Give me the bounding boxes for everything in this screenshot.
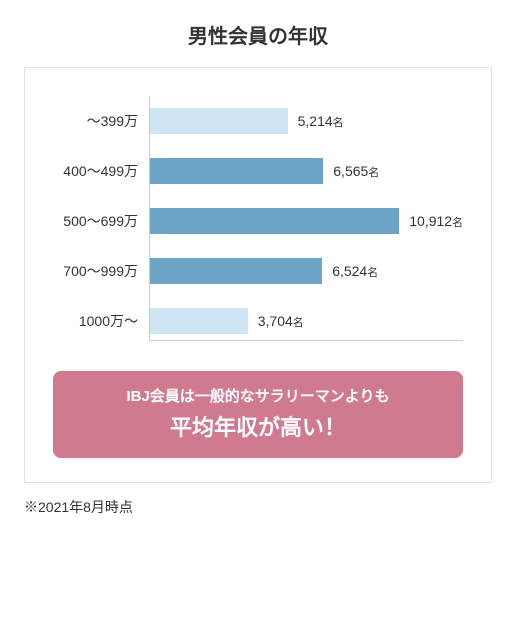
callout-line1: IBJ会員は一般的なサラリーマンよりも	[63, 385, 453, 406]
bar	[150, 258, 322, 284]
bar-label: 700〜999万	[54, 261, 150, 281]
bar-label: 〜399万	[54, 111, 150, 131]
income-bar-chart: 〜399万5,214名 400〜499万6,565名 500〜699万10,912名…	[149, 96, 463, 341]
bar-label: 500〜699万	[54, 211, 150, 231]
bar-row: 700〜999万6,524名	[150, 258, 463, 284]
bar-value: 5,214名	[298, 113, 344, 130]
bar-value: 10,912名	[409, 213, 463, 230]
callout-line2: 平均年収が高い！	[63, 410, 453, 442]
bar-value: 6,524名	[332, 263, 378, 280]
bar-value: 6,565名	[333, 163, 379, 180]
bar	[150, 158, 323, 184]
bar	[150, 108, 288, 134]
bar-row: 400〜499万6,565名	[150, 158, 463, 184]
bar-label: 1000万〜	[54, 311, 150, 331]
page-title: 男性会員の年収	[24, 20, 492, 49]
bar	[150, 208, 399, 234]
bar-row: 500〜699万10,912名	[150, 208, 463, 234]
bar-value: 3,704名	[258, 313, 304, 330]
footnote: ※2021年8月時点	[24, 497, 492, 517]
bar-row: 1000万〜3,704名	[150, 308, 463, 334]
bar-label: 400〜499万	[54, 161, 150, 181]
callout-box: IBJ会員は一般的なサラリーマンよりも 平均年収が高い！	[53, 371, 463, 458]
bar-row: 〜399万5,214名	[150, 108, 463, 134]
bar	[150, 308, 248, 334]
chart-card: 〜399万5,214名400〜499万6,565名500〜699万10,912名…	[24, 67, 492, 483]
